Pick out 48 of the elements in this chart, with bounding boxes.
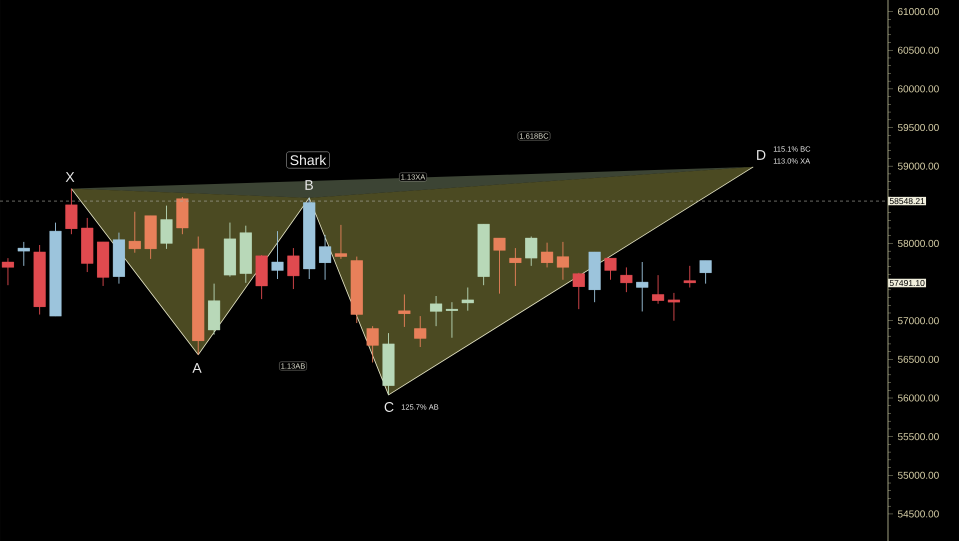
candlestick bbox=[18, 241, 30, 266]
candlestick bbox=[319, 234, 332, 280]
candlestick bbox=[509, 248, 522, 286]
candlestick bbox=[636, 262, 648, 312]
candlestick bbox=[525, 236, 538, 266]
candlestick bbox=[366, 326, 379, 363]
candlestick bbox=[604, 258, 617, 280]
y-tick-label: 55000.00 bbox=[898, 472, 939, 479]
candlestick bbox=[287, 248, 300, 290]
candlestick bbox=[541, 242, 554, 268]
candlestick bbox=[684, 265, 696, 288]
annotation: X bbox=[66, 172, 74, 182]
annotation: C bbox=[384, 402, 394, 412]
candlestick bbox=[668, 292, 680, 322]
y-tick-label: 55500.00 bbox=[898, 433, 939, 440]
annotation: A bbox=[192, 363, 202, 373]
y-tick-label: 58000.00 bbox=[898, 240, 939, 247]
candlestick bbox=[398, 294, 410, 328]
y-tick-label: 56000.00 bbox=[898, 394, 939, 402]
candlestick bbox=[430, 296, 442, 327]
y-tick-label: 59000.00 bbox=[898, 162, 939, 170]
ref-line-label: 58548.21 bbox=[890, 198, 924, 204]
candlestick bbox=[446, 302, 458, 338]
candlestick bbox=[334, 224, 347, 260]
candlestick bbox=[65, 188, 78, 235]
candlestick bbox=[128, 211, 141, 254]
candlestick bbox=[271, 230, 284, 280]
y-tick-label: 54500.00 bbox=[898, 510, 939, 518]
candlestick bbox=[620, 266, 632, 293]
annotation: B bbox=[305, 180, 313, 190]
annotation: D bbox=[757, 150, 766, 160]
annotation: Shark bbox=[290, 154, 326, 166]
y-tick-label: 60000.00 bbox=[898, 85, 939, 92]
y-tick-label: 57000.00 bbox=[898, 317, 939, 324]
candlestick bbox=[160, 205, 173, 250]
candlestick bbox=[556, 241, 569, 280]
text: 57491.10 bbox=[890, 280, 925, 286]
y-tick-label: 61000.00 bbox=[898, 8, 939, 16]
candlestick bbox=[700, 260, 712, 284]
y-tick-label: 59500.00 bbox=[898, 124, 939, 132]
candlestick bbox=[414, 316, 426, 348]
candlestick bbox=[462, 287, 474, 312]
y-tick-label: 60500.00 bbox=[898, 46, 939, 54]
candlestick bbox=[572, 272, 585, 310]
y-tick-label: 56500.00 bbox=[898, 356, 939, 363]
candlestick bbox=[493, 238, 506, 294]
candlestick bbox=[2, 258, 14, 286]
candlestick bbox=[652, 274, 664, 304]
